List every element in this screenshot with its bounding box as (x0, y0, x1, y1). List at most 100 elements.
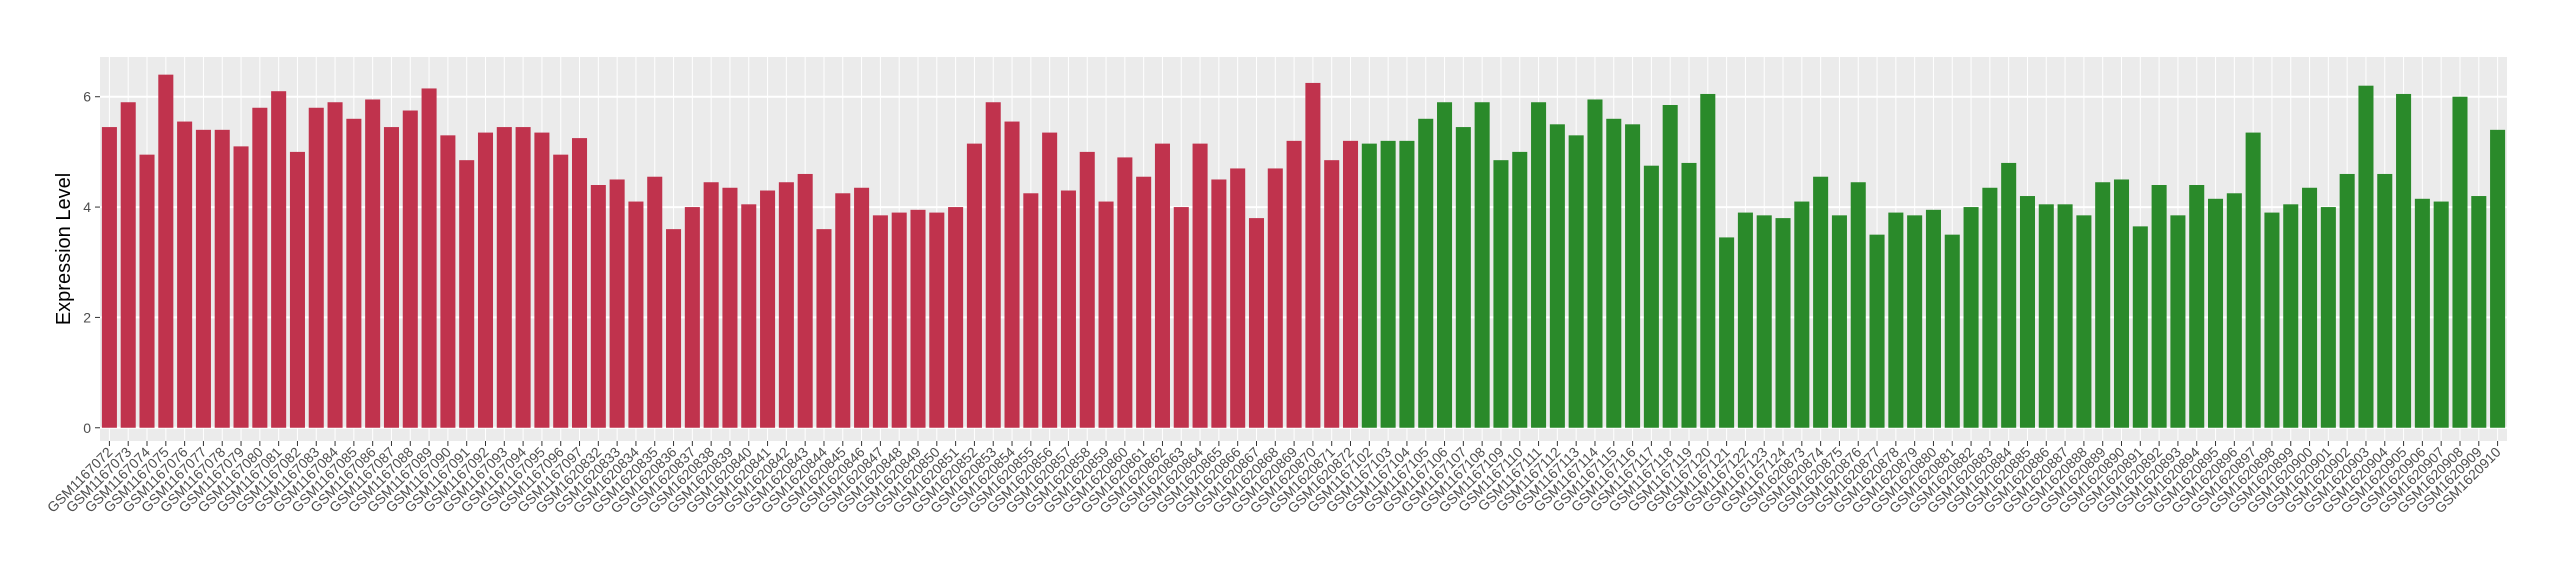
bar (440, 135, 456, 428)
bar (647, 176, 663, 428)
bar (797, 173, 813, 428)
bar (515, 127, 531, 428)
bar (195, 129, 211, 428)
bar (308, 107, 324, 428)
bar (628, 201, 644, 428)
bar (854, 187, 870, 428)
bar (948, 207, 964, 428)
bar (383, 127, 399, 428)
bar (1625, 124, 1641, 428)
bar (1662, 105, 1678, 428)
bar (534, 132, 550, 428)
bar (1004, 121, 1020, 428)
bar (1737, 212, 1753, 428)
bar (1982, 187, 1998, 428)
bar (2320, 207, 2336, 428)
bar (571, 138, 588, 428)
bar (402, 110, 418, 428)
bar (1643, 165, 1659, 428)
bar (139, 154, 155, 428)
bar (872, 215, 888, 428)
bar (289, 151, 305, 428)
bar (1230, 168, 1246, 428)
bar (365, 99, 381, 428)
bar (1418, 118, 1434, 428)
bar (966, 143, 982, 428)
bar (1324, 160, 1340, 428)
bar (1531, 102, 1547, 428)
bar (985, 102, 1001, 428)
bar (1794, 201, 1810, 428)
bar (1286, 140, 1302, 428)
bar (703, 182, 719, 428)
bar (477, 132, 494, 428)
bar (1079, 151, 1095, 428)
bar (684, 207, 700, 428)
bar (2095, 182, 2111, 428)
bar (177, 121, 193, 428)
bar (496, 127, 512, 428)
bar (1888, 212, 1904, 428)
bar (1136, 176, 1152, 428)
bar (2302, 187, 2318, 428)
bar (1192, 143, 1208, 428)
bar (1493, 160, 1509, 428)
bar (1060, 190, 1076, 428)
bar (459, 160, 475, 428)
bar (1944, 234, 1960, 428)
bar (271, 91, 287, 428)
bar (1474, 102, 1490, 428)
bar (1831, 215, 1847, 428)
bar (1512, 151, 1528, 428)
bar (2001, 162, 2017, 428)
bar (1869, 234, 1885, 428)
y-axis-label: Expression Level (53, 173, 75, 325)
bar (1700, 93, 1716, 428)
bar (252, 107, 268, 428)
bar (1813, 176, 1829, 428)
bar (590, 185, 606, 428)
bar (778, 182, 794, 428)
bar (2132, 226, 2148, 428)
bar (2076, 215, 2092, 428)
bar (760, 190, 776, 428)
bar (2038, 204, 2054, 428)
bar (2019, 196, 2036, 428)
bar (1925, 209, 1941, 428)
bar (666, 229, 682, 428)
bar (1399, 140, 1415, 428)
bar (910, 209, 926, 428)
bar (2170, 215, 2186, 428)
bar (1042, 132, 1058, 428)
bar (2208, 198, 2224, 428)
bar (214, 129, 230, 428)
bar (722, 187, 738, 428)
bar (1850, 182, 1866, 428)
y-tick-label: 6 (83, 89, 91, 105)
bar (1361, 143, 1377, 428)
bar (1342, 140, 1359, 428)
bar (2433, 201, 2449, 428)
bar (1756, 215, 1772, 428)
bar (1023, 193, 1039, 428)
y-tick-label: 2 (83, 309, 91, 325)
bar (421, 88, 437, 428)
bar (2377, 173, 2393, 428)
bar (1681, 162, 1697, 428)
bar (1587, 99, 1603, 428)
bar (2339, 173, 2355, 428)
bar (1455, 127, 1471, 428)
bar (327, 102, 343, 428)
bar (2113, 179, 2130, 428)
bar (120, 102, 136, 428)
bar (609, 179, 625, 428)
bar (101, 127, 117, 428)
bar (1775, 218, 1791, 428)
bar (741, 204, 757, 428)
bar (2490, 129, 2506, 428)
bar (1211, 179, 1227, 428)
bar (1719, 237, 1735, 428)
bar (1549, 124, 1565, 428)
bar (891, 212, 907, 428)
bar (2189, 185, 2205, 428)
